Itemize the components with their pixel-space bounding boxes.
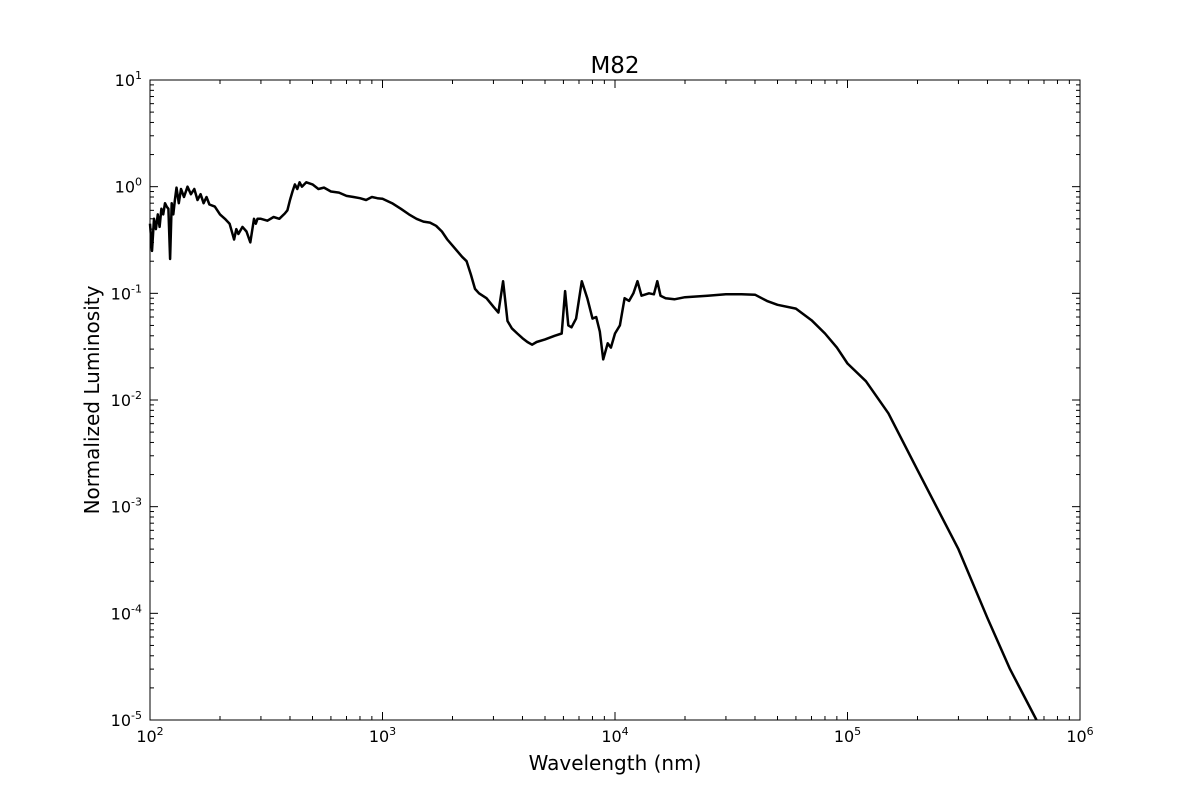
x-axis-title: Wavelength (nm)	[529, 751, 702, 775]
x-tick-label: 106	[1066, 725, 1093, 746]
x-tick-label: 102	[136, 725, 163, 746]
x-tick-label: 105	[834, 725, 861, 746]
chart-title: M82	[590, 53, 639, 79]
y-axis-title: Normalized Luminosity	[80, 285, 104, 514]
series-layer	[148, 181, 1038, 721]
y-tick-label: 10-2	[111, 389, 142, 410]
plot-area	[150, 80, 1080, 720]
series-line	[148, 181, 1038, 721]
y-tick-labels: 101 100 10-1 10-2 10-3 10-4 10-5	[111, 69, 142, 730]
minor-ticks	[150, 80, 1080, 720]
x-tick-label: 103	[369, 725, 396, 746]
y-tick-label: 10-1	[111, 282, 142, 303]
y-tick-label: 10-3	[111, 496, 142, 517]
y-tick-label: 101	[115, 69, 142, 90]
x-tick-label: 104	[601, 725, 628, 746]
y-tick-label: 100	[115, 176, 142, 197]
x-tick-labels: 102 103 104 105 106	[136, 725, 1093, 746]
plot-frame	[149, 79, 1081, 721]
y-tick-label: 10-4	[111, 602, 142, 623]
y-tick-label: 10-5	[111, 709, 142, 730]
